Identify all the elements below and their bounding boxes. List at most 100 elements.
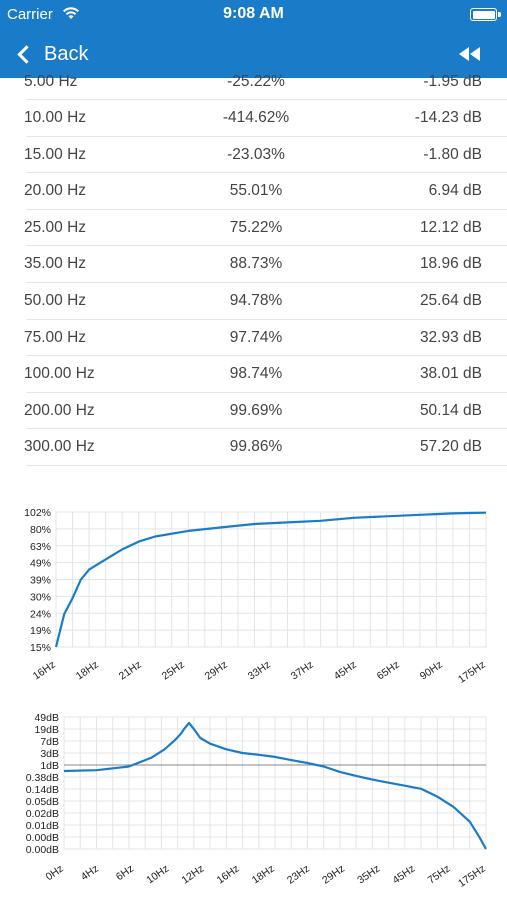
x-tick-label: 16Hz xyxy=(215,863,242,887)
x-tick-label: 29Hz xyxy=(320,863,347,887)
db-cell: -14.23 dB xyxy=(414,109,482,126)
x-tick-label: 175Hz xyxy=(456,659,488,686)
y-tick-label: 1dB xyxy=(40,760,59,772)
x-tick-label: 29Hz xyxy=(203,659,230,683)
battery-icon xyxy=(470,8,501,21)
clock: 9:08 AM xyxy=(223,5,284,22)
y-tick-label: 7dB xyxy=(40,736,59,748)
chevron-left-icon xyxy=(17,44,36,64)
percent-chart-svg: 102% 80% 63% 49% 39% 30% 24% 19% 15% 16Hz 18Hz 21Hz… xyxy=(24,507,488,686)
db-cell: 25.64 dB xyxy=(419,291,482,309)
frequency-cell: 35.00 Hz xyxy=(24,255,87,273)
y-tick-label: 49dB xyxy=(34,712,59,724)
percent-series-line xyxy=(54,511,487,648)
table-row: 300.00 Hz 99.86% 57.20 dB xyxy=(24,429,507,466)
x-tick-label: 10Hz xyxy=(144,863,171,887)
percent-cell: -23.03% xyxy=(227,145,285,163)
back-button[interactable]: Back xyxy=(14,39,88,69)
percent-cell: 88.73% xyxy=(229,255,283,273)
db-cell: -1.80 dB xyxy=(423,145,482,163)
percent-cell: 97.74% xyxy=(229,328,283,346)
carrier-label: Carrier xyxy=(7,6,53,23)
table-row: 20.00 Hz 55.01% 6.94 dB xyxy=(24,173,507,210)
db-cell: 12.12 dB xyxy=(419,218,482,236)
y-tick-label: 49% xyxy=(30,558,51,570)
y-tick-label: 24% xyxy=(30,608,51,620)
wifi-icon xyxy=(62,6,80,24)
percent-cell: 99.69% xyxy=(229,401,283,419)
x-tick-label: 90Hz xyxy=(418,659,445,683)
back-label: Back xyxy=(44,42,89,65)
x-tick-label: 175Hz xyxy=(456,863,488,890)
y-tick-label: 0.05dB xyxy=(26,796,59,808)
rewind-button[interactable] xyxy=(455,43,485,65)
y-tick-label: 63% xyxy=(30,541,51,553)
db-cell: 18.96 dB xyxy=(419,255,482,273)
db-cell: 32.93 dB xyxy=(419,328,482,346)
db-cell: -1.95 dB xyxy=(423,73,482,90)
y-tick-label: 30% xyxy=(30,591,51,603)
y-tick-label: 19% xyxy=(30,625,51,637)
percent-cell: 94.78% xyxy=(229,291,283,309)
y-tick-label: 102% xyxy=(24,507,51,519)
table-row: 100.00 Hz 98.74% 38.01 dB xyxy=(24,356,507,393)
y-tick-label: 0.38dB xyxy=(26,772,59,784)
rewind-icon xyxy=(459,47,480,61)
percent-chart: 102% 80% 63% 49% 39% 30% 24% 19% 15% 16Hz 18Hz 21Hz… xyxy=(0,496,507,686)
x-tick-label: 21Hz xyxy=(117,659,144,683)
x-tick-label: 0Hz xyxy=(44,863,66,884)
table-row: 35.00 Hz 88.73% 18.96 dB xyxy=(24,246,507,283)
y-tick-label: 80% xyxy=(30,524,51,536)
percent-cell: 99.86% xyxy=(229,438,283,456)
x-tick-label: 37Hz xyxy=(289,659,316,683)
db-cell: 38.01 dB xyxy=(419,365,482,383)
x-tick-label: 18Hz xyxy=(250,863,277,887)
y-tick-label: 39% xyxy=(30,575,51,587)
x-tick-label: 16Hz xyxy=(31,659,58,683)
frequency-cell: 50.00 Hz xyxy=(24,291,87,309)
db-cell: 6.94 dB xyxy=(428,182,482,200)
frequency-cell: 25.00 Hz xyxy=(24,218,87,236)
x-tick-label: 6Hz xyxy=(114,863,136,884)
y-tick-label: 0.01dB xyxy=(26,820,59,832)
percent-cell: 75.22% xyxy=(229,218,283,236)
y-tick-label: 0.00dB xyxy=(26,832,59,844)
table-row: 75.00 Hz 97.74% 32.93 dB xyxy=(24,320,507,357)
frequency-cell: 15.00 Hz xyxy=(24,145,87,163)
percent-cell: 55.01% xyxy=(229,182,283,200)
frequency-cell: 5.00 Hz xyxy=(24,73,78,90)
x-tick-label: 25Hz xyxy=(160,659,187,683)
results-table: 5.00 Hz -25.22% -1.95 dB 10.00 Hz -414.62% -1… xyxy=(0,73,507,466)
table-row: 200.00 Hz 99.69% 50.14 dB xyxy=(24,393,507,430)
status-bar: Carrier 9:08 AM xyxy=(0,0,507,30)
x-tick-label: 33Hz xyxy=(246,659,273,683)
frequency-cell: 10.00 Hz xyxy=(24,109,87,126)
percent-cell: -25.22% xyxy=(227,73,285,90)
y-tick-label: 0.00dB xyxy=(26,844,59,856)
db-cell: 50.14 dB xyxy=(419,401,482,419)
table-row: 15.00 Hz -23.03% -1.80 dB xyxy=(24,137,507,174)
x-tick-label: 4Hz xyxy=(79,863,101,884)
table-row: 25.00 Hz 75.22% 12.12 dB xyxy=(24,210,507,247)
db-cell: 57.20 dB xyxy=(419,438,482,456)
x-tick-label: 45Hz xyxy=(332,659,359,683)
x-tick-label: 23Hz xyxy=(285,863,312,887)
x-tick-label: 75Hz xyxy=(426,863,453,887)
y-tick-label: 0.14dB xyxy=(26,784,59,796)
frequency-cell: 300.00 Hz xyxy=(24,438,95,456)
navigation-bar: Back xyxy=(0,30,507,78)
frequency-cell: 20.00 Hz xyxy=(24,182,87,200)
db-chart: 49dB 19dB 7dB 3dB 1dB 0.38dB 0.14dB 0.05dB 0.02d… xyxy=(0,700,507,900)
percent-cell: -414.62% xyxy=(222,109,290,126)
table-row: 50.00 Hz 94.78% 25.64 dB xyxy=(24,283,507,320)
frequency-cell: 200.00 Hz xyxy=(24,401,95,419)
x-tick-label: 18Hz xyxy=(74,659,101,683)
x-tick-label: 45Hz xyxy=(390,863,417,887)
frequency-cell: 75.00 Hz xyxy=(24,328,87,346)
db-chart-svg: 49dB19dB7dB3dB1dB0.38dB0.14dB0.05dB0.02d… xyxy=(26,712,488,890)
y-tick-label: 3dB xyxy=(40,748,59,760)
x-tick-label: 35Hz xyxy=(355,863,382,887)
y-tick-label: 15% xyxy=(30,642,51,654)
x-tick-label: 12Hz xyxy=(179,863,206,887)
x-tick-label: 65Hz xyxy=(375,659,402,683)
